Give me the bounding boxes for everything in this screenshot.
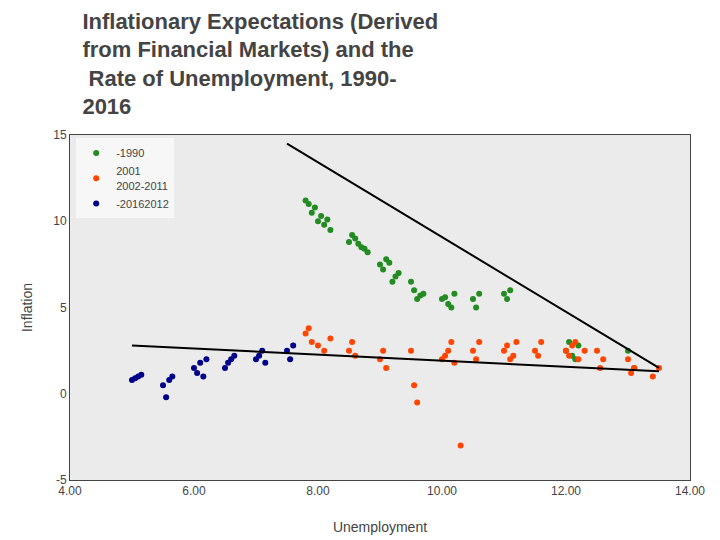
svg-text:6.00: 6.00 <box>182 484 206 498</box>
svg-text:5: 5 <box>60 301 67 315</box>
svg-text:15: 15 <box>53 128 67 142</box>
svg-text:14.00: 14.00 <box>675 484 705 498</box>
svg-text:8.00: 8.00 <box>306 484 330 498</box>
svg-text:Unemployment: Unemployment <box>333 519 427 535</box>
svg-text:10: 10 <box>53 214 67 228</box>
svg-text:0: 0 <box>60 387 67 401</box>
svg-text:Inflation: Inflation <box>19 283 35 332</box>
svg-text:-5: -5 <box>56 473 67 487</box>
svg-text:12.00: 12.00 <box>551 484 581 498</box>
svg-text:Inflationary Expectations (Der: Inflationary Expectations (Derivedfrom F… <box>82 9 438 120</box>
svg-text:-20162012: -20162012 <box>116 198 169 210</box>
svg-text:20012002-2011: 20012002-2011 <box>116 165 168 191</box>
svg-text:4.00: 4.00 <box>58 484 82 498</box>
svg-text:-1990: -1990 <box>116 147 144 159</box>
svg-text:10.00: 10.00 <box>427 484 457 498</box>
